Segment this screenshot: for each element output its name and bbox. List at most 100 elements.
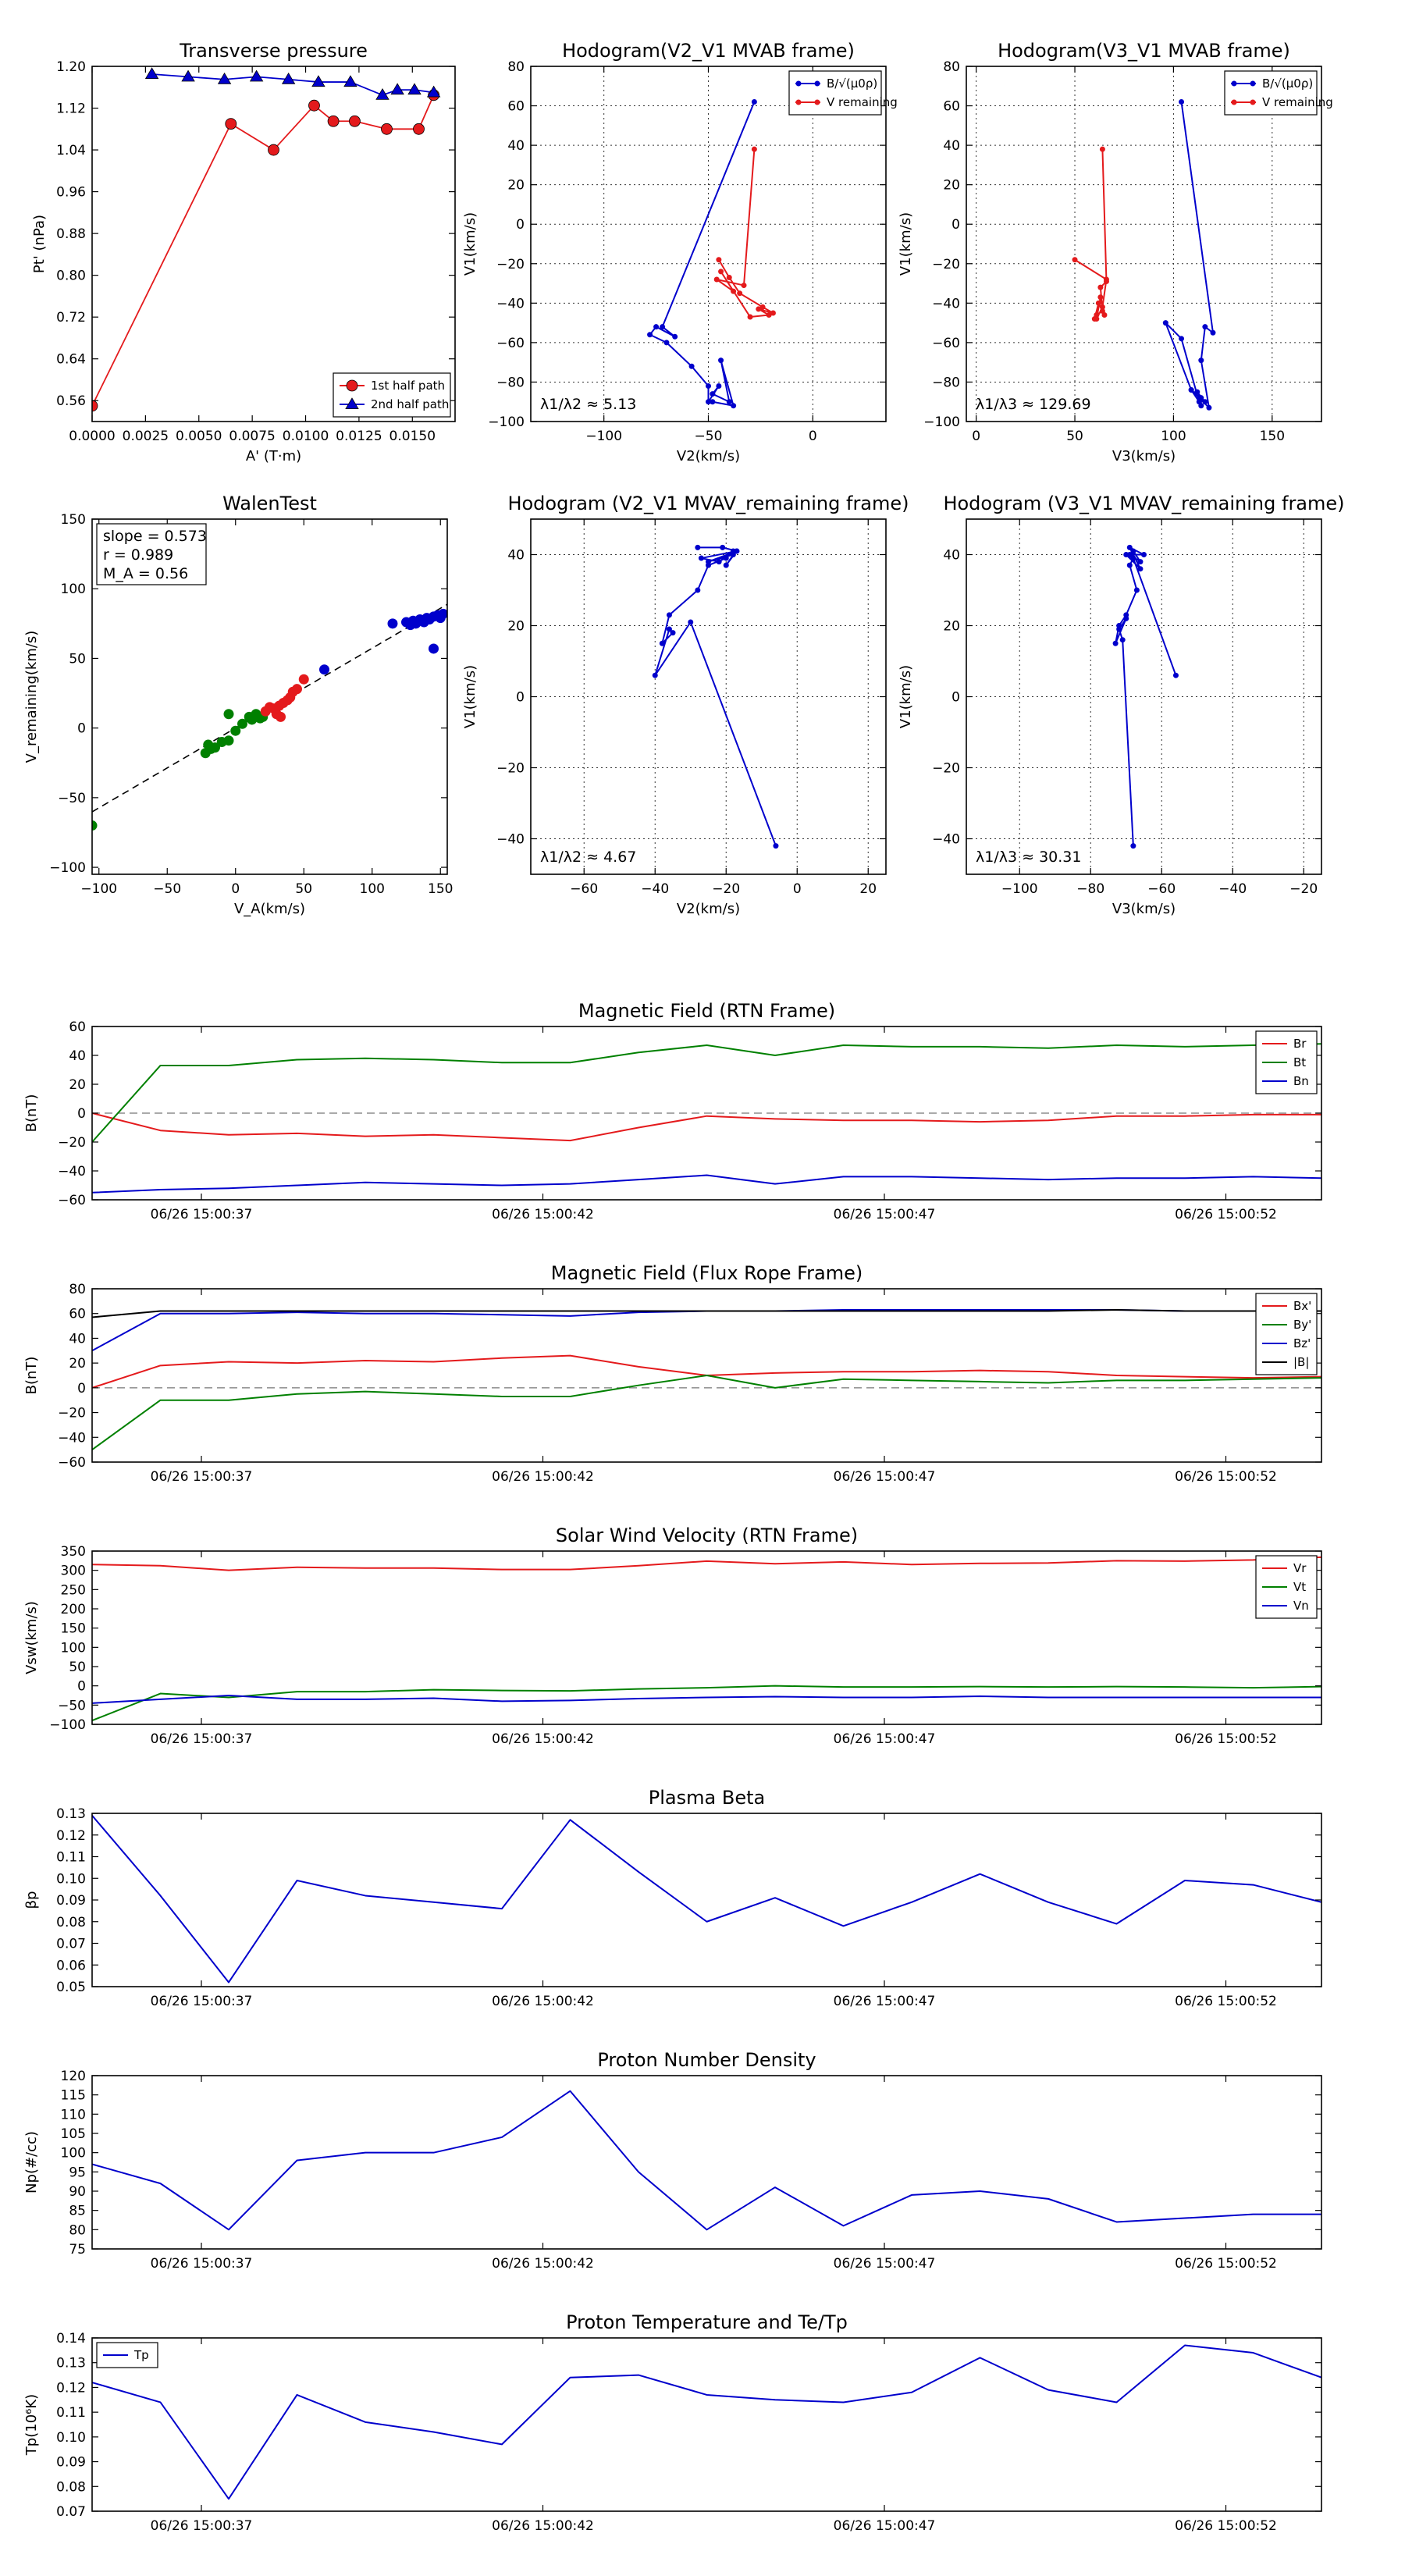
x-axis-label: V2(km/s): [677, 448, 740, 464]
data-point: [672, 333, 678, 340]
data-point: [663, 340, 670, 346]
data-point: [670, 630, 676, 636]
data-point: [1188, 387, 1194, 393]
y-tick-label: −40: [58, 1430, 86, 1446]
data-point: [1095, 300, 1101, 306]
series-line-0: [92, 2344, 1321, 2500]
data-point: [343, 75, 357, 87]
plot-frame: [530, 66, 887, 422]
eigenvalue-ratio: λ1/λ3 ≈ 30.31: [976, 849, 1081, 866]
y-tick-label: −20: [932, 761, 960, 777]
chart-h4: Hodogram (V3_V1 MVAV_remaining frame) −10…: [898, 493, 1345, 917]
legend-marker: [814, 80, 820, 87]
plot-area: [92, 1815, 1321, 1984]
data-point: [1162, 320, 1168, 326]
chart-title: Plasma Beta: [649, 1787, 765, 1809]
legend-label: 1st half path: [371, 379, 445, 393]
legend: Tp: [96, 2342, 158, 2368]
y-tick-label: 80: [69, 2222, 86, 2238]
data-point: [407, 83, 422, 95]
x-axis-label: V_A(km/s): [234, 901, 305, 917]
data-point: [1123, 552, 1129, 557]
y-tick-label: 60: [69, 1019, 86, 1035]
data-point: [1130, 843, 1136, 849]
data-point: [773, 843, 779, 849]
data-point: [731, 403, 737, 409]
x-tick-label: −40: [641, 881, 669, 897]
legend-label: 2nd half path: [371, 397, 449, 411]
legend-label: V remaining: [827, 95, 898, 109]
legend-label: |B|: [1293, 1355, 1309, 1369]
y-axis-label: Pt' (nPa): [31, 215, 48, 273]
data-point: [1072, 257, 1078, 263]
data-point: [716, 383, 722, 389]
y-tick-label: 0: [77, 1679, 86, 1695]
series-line-1: [92, 1043, 1321, 1143]
data-point: [223, 735, 234, 746]
data-point: [659, 640, 665, 646]
legend-box: [1224, 70, 1318, 116]
y-tick-label: 20: [943, 178, 960, 194]
data-point: [1202, 324, 1208, 330]
x-tick-label: −50: [695, 429, 723, 444]
data-point: [1206, 404, 1212, 411]
data-point: [298, 674, 309, 685]
data-point: [759, 304, 766, 310]
x-tick-label: 06/26 15:00:42: [492, 1207, 594, 1222]
eigenvalue-ratio: λ1/λ2 ≈ 5.13: [540, 396, 636, 413]
data-point: [713, 276, 720, 283]
y-tick-label: 80: [507, 59, 525, 75]
y-tick-label: 90: [69, 2184, 86, 2200]
y-tick-label: 40: [943, 548, 960, 564]
y-tick-label: 105: [61, 2126, 86, 2142]
y-tick-label: 0: [516, 217, 525, 233]
chart-title: Hodogram (V3_V1 MVAV_remaining frame): [943, 493, 1344, 514]
data-point: [710, 399, 716, 405]
y-tick-label: 0.06: [56, 1958, 86, 1973]
plot-frame: [91, 66, 456, 422]
y-tick-label: 95: [69, 2165, 86, 2180]
data-point: [1133, 587, 1140, 593]
data-point: [706, 383, 711, 389]
plot-frame: [91, 1813, 1322, 1987]
x-axis-label: V3(km/s): [1112, 901, 1176, 917]
data-point: [1130, 555, 1136, 561]
data-point: [730, 552, 736, 557]
series-line-3: [92, 1308, 1321, 1318]
y-tick-label: −40: [932, 296, 960, 311]
y-tick-label: 0.08: [56, 2479, 86, 2495]
data-point: [1123, 612, 1129, 618]
y-tick-label: 0.64: [56, 352, 86, 368]
y-tick-label: 0.72: [56, 310, 86, 326]
eigenvalue-ratio: λ1/λ3 ≈ 129.69: [976, 396, 1091, 413]
x-tick-label: 100: [360, 881, 385, 897]
chart-title: Solar Wind Velocity (RTN Frame): [556, 1525, 858, 1546]
y-axis-label: V1(km/s): [898, 212, 914, 276]
data-point: [210, 742, 220, 753]
data-point: [281, 72, 296, 84]
x-tick-label: −100: [1001, 881, 1038, 897]
x-tick-label: 06/26 15:00:37: [151, 2256, 253, 2272]
y-tick-label: −40: [58, 1164, 86, 1179]
data-point: [731, 288, 737, 294]
y-tick-label: 50: [69, 651, 86, 667]
data-point: [1101, 312, 1108, 318]
x-tick-label: 06/26 15:00:42: [492, 2518, 594, 2534]
y-tick-label: −20: [496, 257, 525, 272]
x-tick-label: −80: [1076, 881, 1104, 897]
y-tick-label: −20: [496, 761, 525, 777]
plot-frame: [91, 518, 448, 875]
legend: 1st half path 2nd half path: [333, 372, 451, 418]
chart-tpp: Proton Temperature and Te/Tp 06/26 15:00:…: [23, 2311, 1322, 2534]
x-tick-label: 06/26 15:00:42: [492, 2256, 594, 2272]
y-axis-label: Vsw(km/s): [23, 1601, 40, 1674]
y-tick-label: 100: [61, 1640, 86, 1656]
legend-label: Vr: [1293, 1561, 1307, 1575]
x-tick-label: 06/26 15:00:52: [1175, 1207, 1277, 1222]
data-point: [92, 400, 98, 412]
x-tick-label: −20: [712, 881, 740, 897]
legend-label: V remaining: [1262, 95, 1333, 109]
x-tick-label: 06/26 15:00:37: [151, 1207, 253, 1222]
series-line-0: [1165, 101, 1214, 409]
y-tick-label: 0: [516, 690, 525, 706]
